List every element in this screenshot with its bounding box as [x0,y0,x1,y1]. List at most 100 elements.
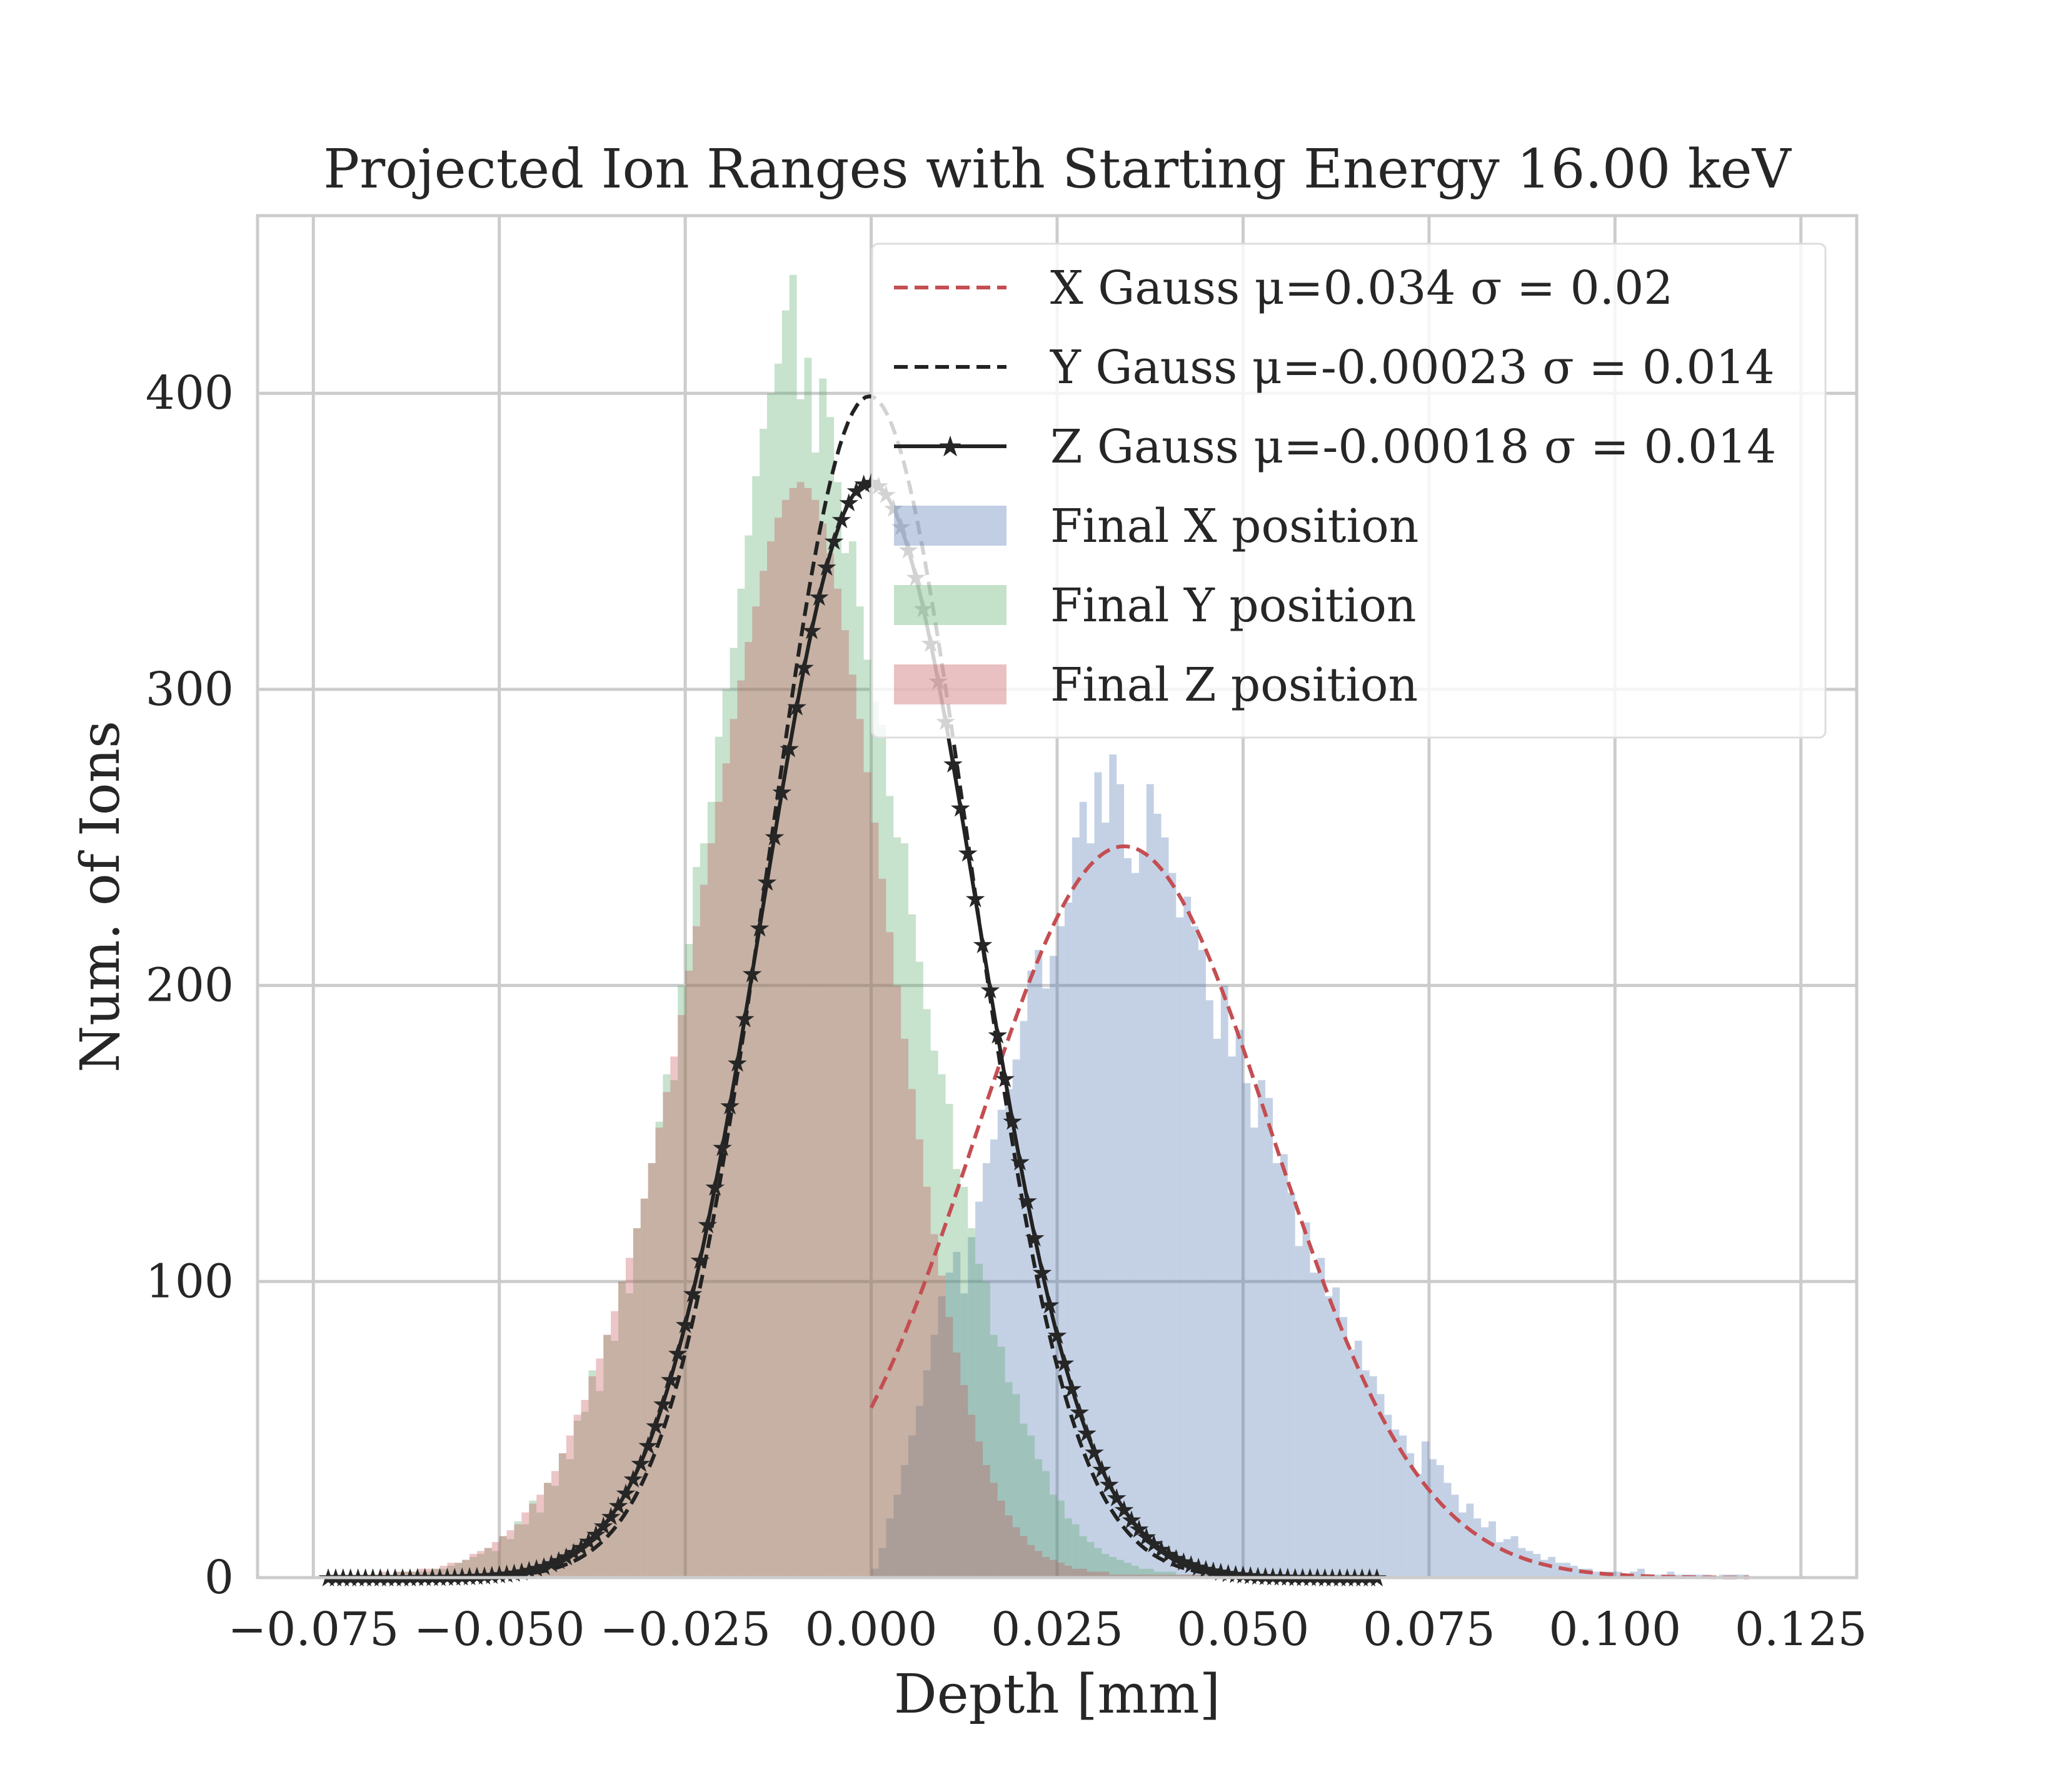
histogram-bar [1302,1222,1310,1578]
histogram-bar [990,1139,998,1578]
histogram-bar [1191,926,1199,1578]
histogram-bar [611,1341,619,1578]
histogram-bar [648,1163,656,1578]
x-axis-label: Depth [mm] [894,1663,1220,1726]
x-tick-label: −0.050 [414,1603,585,1656]
histogram-bar [1414,1474,1422,1578]
fit-marker-star: ★ [659,1366,681,1394]
histogram-bar [1399,1435,1407,1578]
histogram-bar [469,1556,477,1578]
histogram-bar [1667,1571,1675,1578]
histogram-bar [1510,1536,1518,1578]
legend-swatch [894,506,1006,546]
fit-marker-star: ★ [1165,1544,1187,1573]
histogram-bar [432,1568,440,1578]
fit-marker-star: ★ [1143,1529,1165,1558]
histogram-bar [856,719,864,1578]
histogram-bar [573,1414,581,1578]
histogram-bar [878,879,886,1578]
histogram-bar [707,801,715,1578]
histogram-bar [1243,1083,1251,1578]
histogram-bar [499,1536,507,1578]
histogram-bar [700,884,708,1578]
histogram-bar [529,1503,537,1578]
y-tick-label: 400 [146,366,234,420]
fit-marker-star: ★ [607,1492,630,1521]
histogram-bar [938,1074,946,1578]
histogram-bar [476,1551,484,1578]
histogram-bar [789,274,797,1578]
gaussian-fits: ★★★★★★★★★★★★★★★★★★★★★★★★★★★★★★★★★★★★★★★★… [317,394,1749,1593]
fit-marker-star: ★ [1158,1540,1180,1569]
histogram-bar [1005,1515,1013,1578]
fit-marker-star: ★ [845,477,868,506]
plot-frame [256,214,1859,1579]
histogram-bar [1035,1551,1043,1578]
fit-marker-star: ★ [1053,1349,1076,1378]
x-tick-label: 0.100 [1549,1603,1681,1656]
fit-marker-star: ★ [1009,1148,1032,1177]
histogram-bar [395,1571,403,1578]
histogram-bar [588,1370,596,1578]
fit-marker-star: ★ [630,1449,652,1478]
histogram-bar [908,914,916,1578]
legend-swatch [894,664,1006,704]
x-tick-label: 0.025 [991,1603,1123,1656]
histogram-bar [871,823,879,1578]
histogram-bar [678,1014,686,1578]
fit-marker-star: ★ [1083,1438,1106,1467]
histogram-bar [1117,1559,1125,1578]
histogram-bar [774,518,782,1578]
histogram-bar [774,363,782,1578]
histogram-bar [1428,1459,1437,1578]
fit-marker-star: ★ [1016,1187,1038,1216]
histogram-bar [1340,1317,1348,1578]
histogram-bar [417,1571,425,1578]
y-axis-label: Num. of Ions [69,721,132,1073]
histogram-bar [737,680,745,1578]
histogram-bar [819,378,827,1578]
fit-marker-star: ★ [681,1279,704,1308]
histogram-bar [1079,1536,1087,1578]
histogram-bar [1421,1441,1429,1578]
histogram-bar [737,588,745,1578]
histogram-bar [618,1281,626,1578]
histogram-bar [1280,1154,1288,1578]
fit-marker-star: ★ [1225,1560,1247,1589]
histogram-bar [1057,926,1065,1578]
histogram-bar [395,1571,403,1578]
fit-marker-star: ★ [1232,1561,1255,1590]
histogram-bar [841,630,849,1578]
fit-marker-star: ★ [510,1558,533,1586]
histogram-bar [863,772,871,1578]
fit-marker-star: ★ [763,823,786,851]
histogram-bar [633,1228,641,1578]
histogram-bar [469,1554,477,1578]
histogram-bar [558,1453,566,1578]
histogram-bar [945,1273,953,1578]
histogram-bar [1503,1539,1511,1578]
histogram-bar [901,1038,909,1578]
fit-marker-star: ★ [1128,1515,1150,1544]
histogram-bar [1020,1021,1028,1578]
fit-marker-star: ★ [615,1479,637,1508]
histogram-bar [908,1089,916,1578]
histogram-bar [1087,1571,1095,1578]
x-tick-label: 0.000 [805,1603,938,1656]
legend-label: Y Gauss μ=-0.00023 σ = 0.014 [1050,341,1775,394]
fit-marker-star: ★ [1150,1535,1173,1564]
histogram-bar [1488,1521,1496,1578]
y-tick-label: 200 [146,959,234,1013]
histogram-bar [1087,843,1095,1578]
fit-marker-star: ★ [637,1432,660,1461]
histogram-bar [804,358,812,1578]
fit-marker-star: ★ [503,1559,526,1588]
histogram-bar [625,1293,633,1578]
y-axis-ticks: 0 100 200 300 400 [146,366,234,1604]
histogram-bar [454,1563,463,1578]
fit-marker-star: ★ [578,1528,600,1556]
histogram-bar [997,1346,1005,1578]
fit-marker-star: ★ [622,1465,645,1494]
fit-marker-star: ★ [585,1520,607,1549]
fit-marker-star: ★ [488,1561,511,1589]
